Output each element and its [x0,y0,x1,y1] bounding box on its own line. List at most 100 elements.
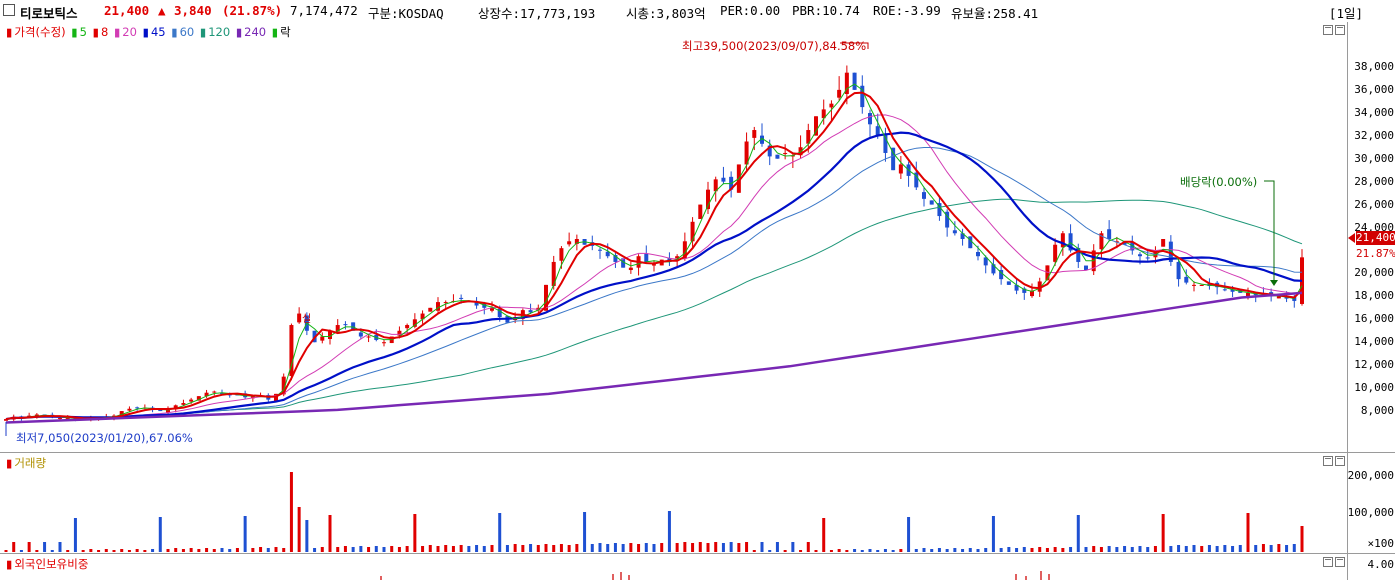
candle-body [883,133,888,153]
volume-bar [189,548,193,552]
volume-bar [945,549,949,552]
price-chart-svg [4,42,1304,436]
legend-ma8[interactable]: 8 [100,25,109,39]
volume-bar [1169,546,1173,552]
volume-panel[interactable]: ▮ 거래량 [0,452,1347,554]
candle-body [544,284,548,311]
dividend-marker-line [1264,180,1275,284]
candle-body [929,200,934,205]
market-type: 구분:KOSDAQ [368,6,444,21]
candle-body [343,324,348,326]
volume-bar [428,545,432,552]
price-chart-panel[interactable]: ▮ 가격(수정) ▮ 5 ▮ 8 ▮ 20 ▮ 45 ▮ 60 ▮ 120 ▮ 240 ▮ 락 최… [0,22,1347,452]
volume-bar [691,543,695,552]
volume-bar [667,511,671,552]
volume-bar [405,546,409,552]
legend-ma45[interactable]: 45 [150,25,166,39]
volume-bar [120,549,124,552]
volume-bar [274,547,278,552]
volume-bar [243,516,247,552]
volume-bar [66,550,70,552]
volume-bar [1231,546,1235,552]
volume-bar [922,548,926,552]
candle-body [204,392,209,397]
volume-bar [1292,544,1296,552]
maximize-panel-button[interactable] [1335,25,1345,35]
price-tick: 30,000 [1354,151,1394,165]
reserve-ratio: 유보율:258.41 [951,6,1039,21]
volume-bar [1045,548,1049,552]
candle-body [27,415,32,417]
volume-bar [1138,546,1142,552]
legend-ma5[interactable]: 5 [79,25,87,39]
market-cap: 시총:3,803억 [626,6,706,21]
candle-body [814,116,818,136]
minimize-panel-button[interactable] [1323,25,1333,35]
ma60-line [5,147,1303,420]
volume-bar [829,550,833,552]
volume-bar [775,542,779,552]
volume-bar [1061,548,1065,552]
legend-ma60[interactable]: 60 [179,25,195,39]
candle-body [598,249,602,251]
candle-body [1060,233,1065,248]
legend-drop[interactable]: 락 [280,25,291,39]
volume-maximize-button[interactable] [1335,456,1345,466]
volume-bar [266,548,270,552]
volume-bar [1053,547,1057,552]
foreign-ownership-panel[interactable]: ▮ 외국인보유비중 [0,553,1347,580]
candle-body [983,257,988,266]
current-pct-tag: 21.87% [1356,247,1395,260]
foreign-legend: ▮ 외국인보유비중 [6,557,89,571]
candle-body [821,109,826,119]
legend-ma240[interactable]: 240 [244,25,267,39]
candle-body [420,313,425,320]
volume-minimize-button[interactable] [1323,456,1333,466]
foreign-bar [1015,574,1017,580]
volume-bar [413,514,417,552]
price-tick: 20,000 [1354,266,1394,280]
volume-bar [1192,545,1196,552]
price-axis: 38,000 36,000 34,000 32,000 30,000 28,000 26,0… [1347,22,1395,452]
candle-body [65,417,70,419]
current-price-tag: 21,400 [1356,231,1395,245]
volume-bar [228,549,232,552]
foreign-chart-svg [380,571,1050,580]
candle-body [721,177,726,182]
candle-body [281,376,286,395]
foreign-minimize-button[interactable] [1323,557,1333,567]
volume-bar [521,545,525,552]
volume-bar [683,542,687,552]
volume-bar [752,550,756,552]
all-time-low-label: 최저7,050(2023/01/20),67.06% [16,431,193,445]
legend-ma20[interactable]: 20 [122,25,137,39]
pbr-value: PBR:10.74 [792,3,860,18]
ma45-line [5,131,1303,421]
candle-body [1253,293,1258,296]
foreign-bar [1040,571,1042,580]
volume-tick: 200,000 [1347,469,1394,482]
volume-bar [382,547,386,552]
volume-bar [1261,544,1265,552]
volume-bar [853,549,857,552]
volume-bar [961,549,965,552]
stock-name[interactable]: 티로보틱스 [20,6,78,21]
volume-bar [837,549,841,552]
candle-body [682,241,687,259]
volume-bar [12,542,16,552]
volume-bar [490,545,494,552]
price-tick: 32,000 [1354,128,1394,142]
price-tick: 28,000 [1354,174,1394,188]
foreign-maximize-button[interactable] [1335,557,1345,567]
legend-ma120[interactable]: 120 [208,25,231,39]
candle-body [706,189,710,210]
candle-body [119,411,124,417]
volume-bar [43,542,47,552]
volume-bar [305,520,309,552]
volume-bar [799,550,803,552]
legend-price[interactable]: 가격(수정) [14,25,66,39]
candle-body [405,325,410,329]
volume-bar [1115,547,1119,552]
select-checkbox[interactable] [3,4,15,16]
period-selector[interactable]: [1일] [1328,6,1363,21]
